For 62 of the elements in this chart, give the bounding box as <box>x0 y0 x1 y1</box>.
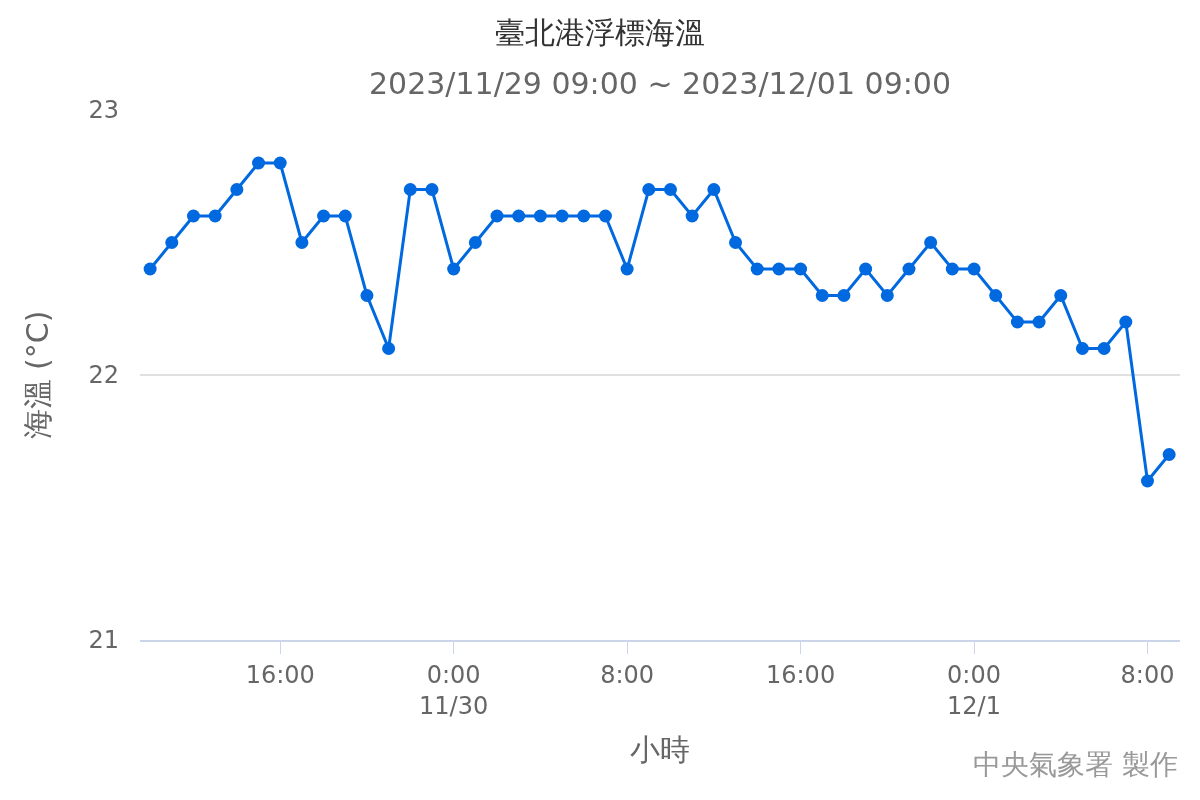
point <box>794 262 808 276</box>
point <box>186 209 200 223</box>
x-tick-label: 16:00 <box>765 660 836 689</box>
point <box>837 289 851 302</box>
point <box>447 262 461 276</box>
point <box>273 156 287 170</box>
x-tick-label: 8:00 <box>600 660 655 689</box>
point <box>317 209 331 223</box>
point <box>945 262 959 276</box>
point <box>1140 474 1154 488</box>
y-tick-label: 23 <box>88 96 119 125</box>
point <box>663 183 677 196</box>
point <box>230 183 244 196</box>
point <box>338 209 352 223</box>
point <box>512 209 526 223</box>
y-axis-title: 海溫 (°C) <box>20 310 56 440</box>
text: 中央氣象署 製作 <box>973 748 1178 781</box>
point <box>360 289 374 302</box>
point <box>685 209 699 223</box>
point <box>772 262 786 276</box>
point <box>750 262 764 276</box>
point <box>577 209 591 223</box>
x-axis-title: 小時 <box>630 732 690 767</box>
y-tick-label: 22 <box>88 361 119 390</box>
point <box>295 236 309 249</box>
point <box>815 289 829 302</box>
point <box>252 156 266 170</box>
point <box>620 262 634 276</box>
point <box>729 236 743 249</box>
chart-title: 臺北港浮標海溫 <box>495 14 705 50</box>
point <box>859 262 873 276</box>
point <box>989 289 1003 302</box>
x-tick-label: 16:00 <box>245 660 315 689</box>
point <box>1054 289 1068 302</box>
point <box>425 183 439 196</box>
point <box>1097 342 1111 355</box>
point <box>468 236 482 249</box>
point <box>880 289 894 302</box>
point <box>707 183 721 196</box>
point <box>490 209 504 223</box>
chart-subtitle: 2023/11/29 09:00 ~ 2023/12/01 09:00 <box>369 66 952 101</box>
point <box>1075 342 1089 355</box>
point <box>924 236 938 249</box>
point <box>533 209 547 223</box>
point <box>403 183 417 196</box>
point <box>555 209 569 223</box>
point <box>165 236 179 249</box>
point <box>642 183 656 196</box>
point <box>382 342 396 355</box>
point <box>143 262 157 276</box>
point <box>598 209 612 223</box>
point <box>902 262 916 276</box>
x-tick-label: 8:00 <box>1120 660 1175 689</box>
point <box>208 209 222 223</box>
x-tick-label: 0:00 11/30 <box>419 660 489 720</box>
point <box>1119 315 1133 329</box>
point <box>967 262 981 276</box>
y-tick-label: 21 <box>88 626 119 655</box>
x-tick-label: 0:00 12/1 <box>947 660 1001 720</box>
point <box>1010 315 1024 329</box>
point <box>1032 315 1046 329</box>
point <box>1162 448 1176 461</box>
